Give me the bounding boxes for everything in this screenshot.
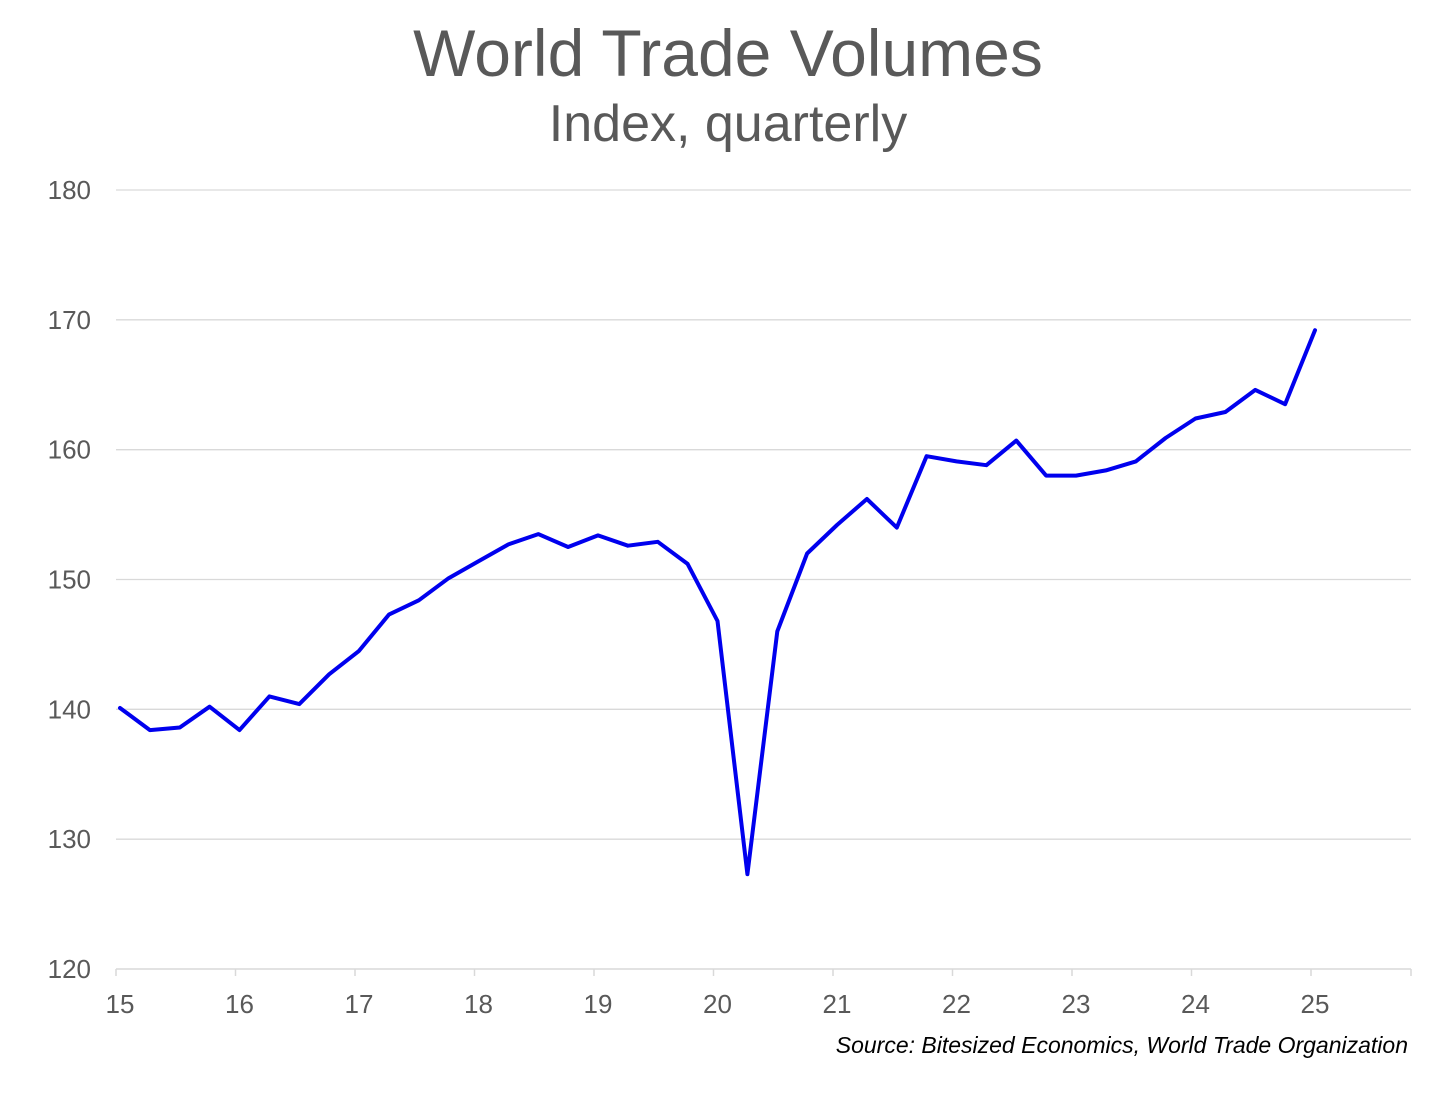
x-tick-label: 25: [1301, 989, 1330, 1019]
axes: [115, 968, 1412, 976]
source-note: Source: Bitesized Economics, World Trade…: [835, 1032, 1408, 1058]
data-point: [1134, 459, 1138, 463]
x-tick-label: 16: [225, 989, 254, 1019]
data-point: [656, 540, 660, 544]
y-tick-label: 170: [48, 305, 91, 335]
data-point: [984, 463, 988, 467]
y-tick-label: 180: [48, 175, 91, 205]
series-layer: [118, 328, 1317, 877]
data-point: [775, 629, 779, 633]
data-point: [447, 576, 451, 580]
data-point: [955, 459, 959, 463]
data-point: [208, 705, 212, 709]
data-point: [626, 544, 630, 548]
data-point: [805, 552, 809, 556]
x-tick-label: 18: [464, 989, 493, 1019]
data-point: [1014, 439, 1018, 443]
x-tick-label: 23: [1062, 989, 1091, 1019]
series-line: [118, 328, 1317, 877]
y-tick-label: 140: [48, 694, 91, 724]
gridlines: [116, 189, 1411, 840]
x-tick-label: 21: [823, 989, 852, 1019]
data-point: [387, 613, 391, 617]
data-point: [536, 532, 540, 536]
x-tick-label: 15: [106, 989, 135, 1019]
data-point: [178, 726, 182, 730]
y-tick-label: 150: [48, 565, 91, 595]
chart-title: World Trade Volumes: [413, 16, 1043, 90]
data-point: [835, 523, 839, 527]
data-point: [566, 545, 570, 549]
x-tick-label: 19: [584, 989, 613, 1019]
data-point: [477, 559, 481, 563]
x-tick-label: 24: [1181, 989, 1210, 1019]
data-point: [148, 728, 152, 732]
y-tick-label: 120: [48, 954, 91, 984]
data-point: [118, 706, 122, 710]
data-point: [1164, 436, 1168, 440]
x-tick-label: 22: [942, 989, 971, 1019]
data-point: [1044, 474, 1048, 478]
data-point: [327, 672, 331, 676]
data-point: [1253, 388, 1257, 392]
data-point: [417, 598, 421, 602]
data-point: [1223, 410, 1227, 414]
data-point: [1074, 474, 1078, 478]
x-tick-label: 20: [703, 989, 732, 1019]
data-point: [1313, 328, 1317, 332]
y-tick-label: 160: [48, 435, 91, 465]
y-tick-label: 130: [48, 824, 91, 854]
data-point: [745, 872, 749, 876]
data-point: [686, 562, 690, 566]
data-point: [506, 542, 510, 546]
data-point: [238, 728, 242, 732]
data-point: [925, 454, 929, 458]
data-point: [596, 533, 600, 537]
data-point: [1194, 417, 1198, 421]
data-point: [895, 526, 899, 530]
data-point: [297, 702, 301, 706]
data-point: [716, 619, 720, 623]
chart-subtitle: Index, quarterly: [548, 95, 908, 153]
x-tick-label: 17: [345, 989, 374, 1019]
data-point: [267, 694, 271, 698]
data-point: [865, 497, 869, 501]
tick-labels: 120 130 140 150 160 170 180 15 16 17 18 19 20 21 22 23 2…: [48, 175, 1330, 1019]
data-point: [1104, 468, 1108, 472]
data-point: [357, 649, 361, 653]
data-point: [1283, 402, 1287, 406]
